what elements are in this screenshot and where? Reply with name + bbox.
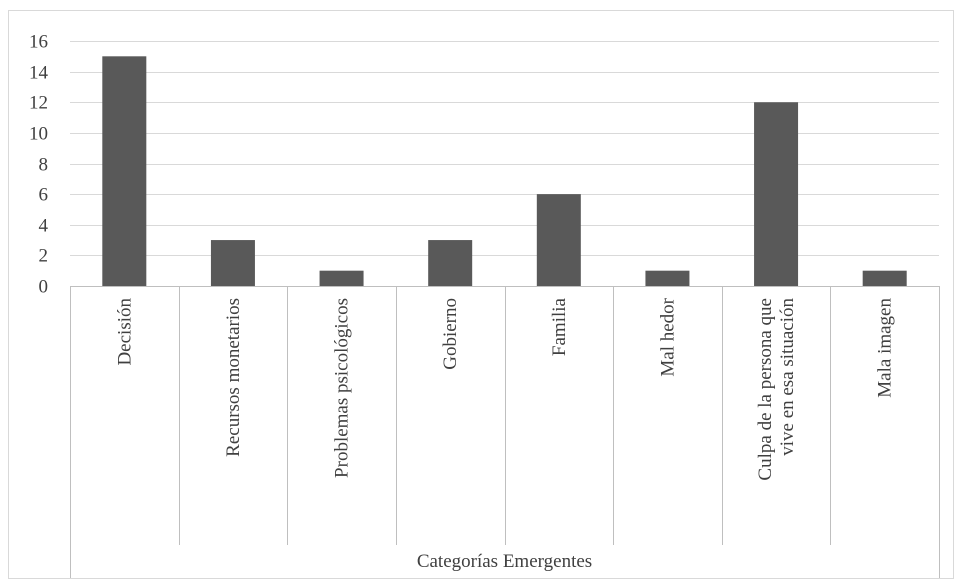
bar — [428, 240, 473, 286]
x-category-label: Culpa de la persona que — [755, 298, 776, 481]
y-tick-label: 0 — [39, 277, 49, 298]
x-category-label: Gobierno — [440, 298, 461, 370]
y-tick-label: 2 — [39, 246, 49, 267]
y-tick-label: 14 — [29, 63, 49, 84]
bar — [210, 240, 255, 286]
chart-frame — [8, 10, 954, 579]
category-separators — [70, 286, 940, 578]
bars — [102, 56, 907, 286]
y-tick-label: 4 — [39, 216, 49, 237]
bar — [754, 102, 799, 286]
x-category-label: Recursos monetarios — [223, 298, 244, 457]
y-tick-label: 12 — [29, 93, 48, 114]
x-axis-title: Categorías Emergentes — [417, 551, 592, 572]
y-tick-label: 16 — [29, 32, 48, 53]
bar — [645, 270, 690, 286]
y-tick-label: 10 — [29, 124, 48, 145]
y-axis-tick-labels: 0 2 4 6 8 10 12 14 16 — [29, 32, 49, 298]
bar — [102, 56, 147, 286]
x-axis-category-labels: Decisión Recursos monetarios Problemas psi… — [114, 297, 895, 480]
x-category-label: Mal hedor — [657, 297, 678, 376]
x-category-label: vive en esa situación — [777, 298, 798, 456]
bar — [536, 194, 581, 286]
bar — [319, 270, 364, 286]
y-tick-label: 6 — [39, 185, 49, 206]
gridlines — [70, 41, 939, 256]
bar — [862, 270, 907, 286]
x-category-label: Familia — [549, 297, 570, 356]
y-tick-label: 8 — [39, 155, 49, 176]
x-category-label: Mala imagen — [875, 298, 896, 398]
x-category-label: Problemas psicológicos — [332, 298, 353, 478]
x-category-label: Decisión — [114, 298, 135, 366]
